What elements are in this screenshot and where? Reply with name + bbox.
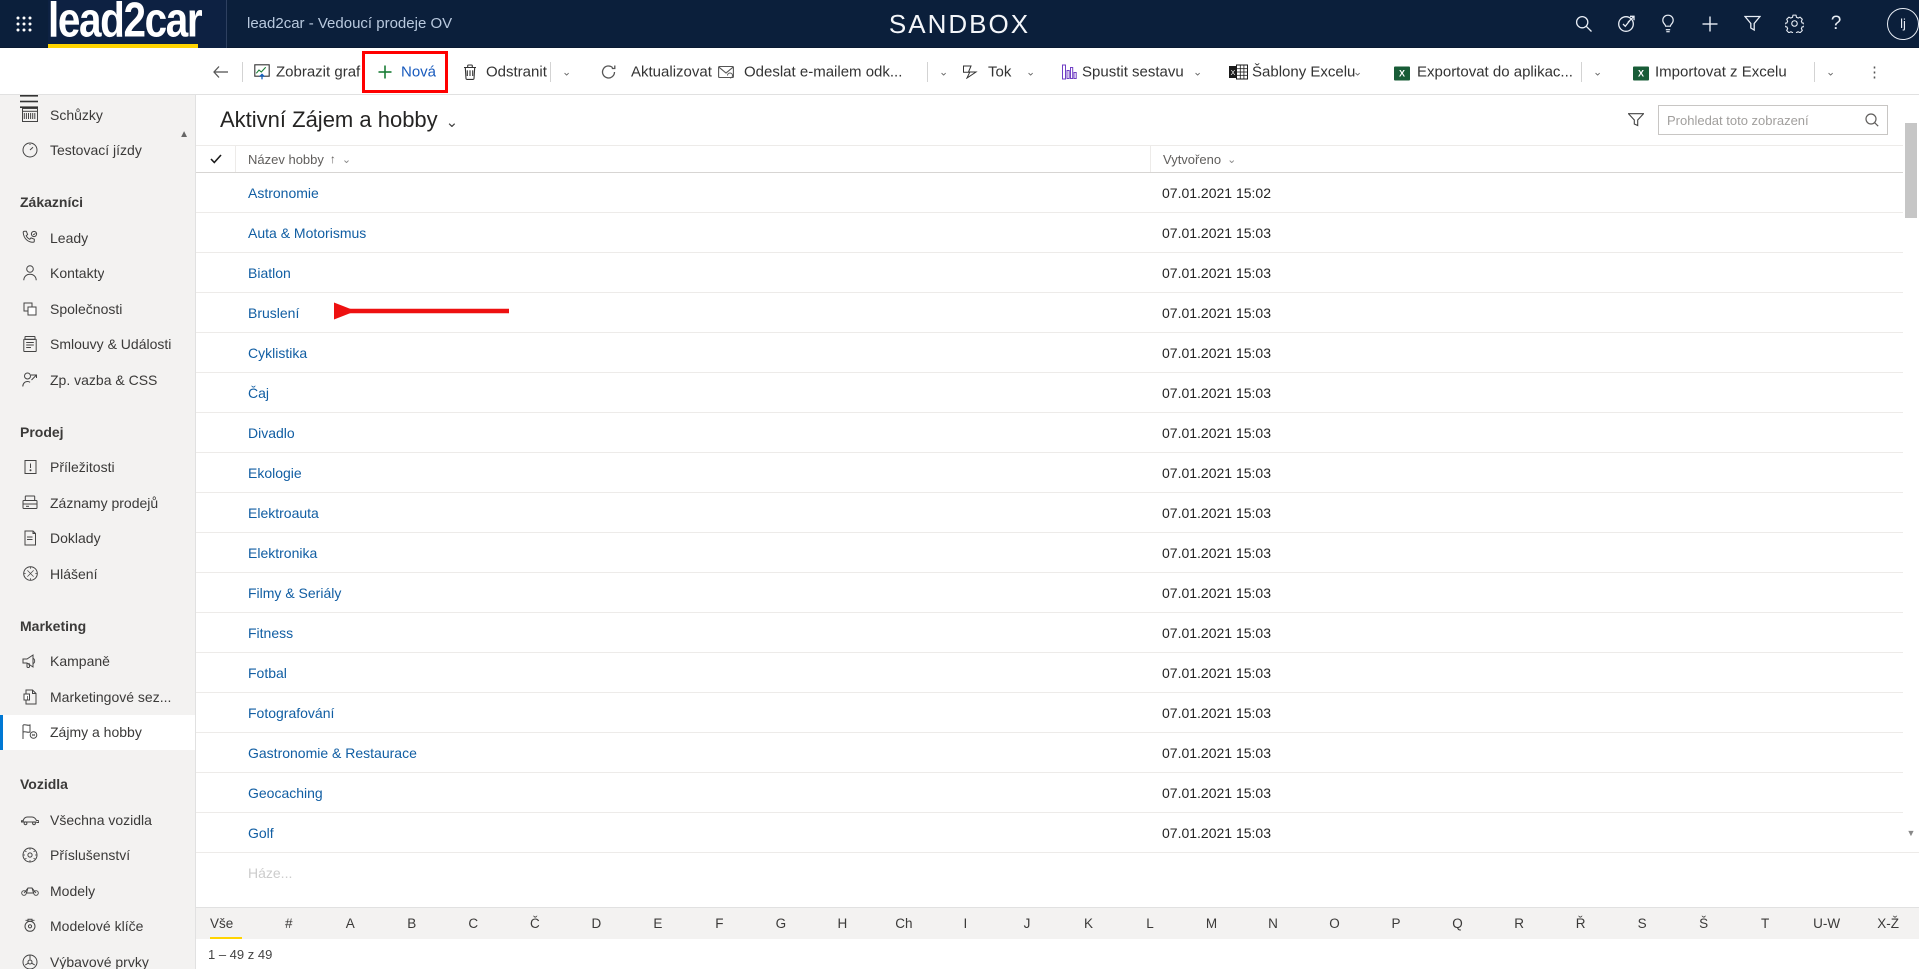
svg-text:X: X bbox=[1231, 70, 1236, 77]
